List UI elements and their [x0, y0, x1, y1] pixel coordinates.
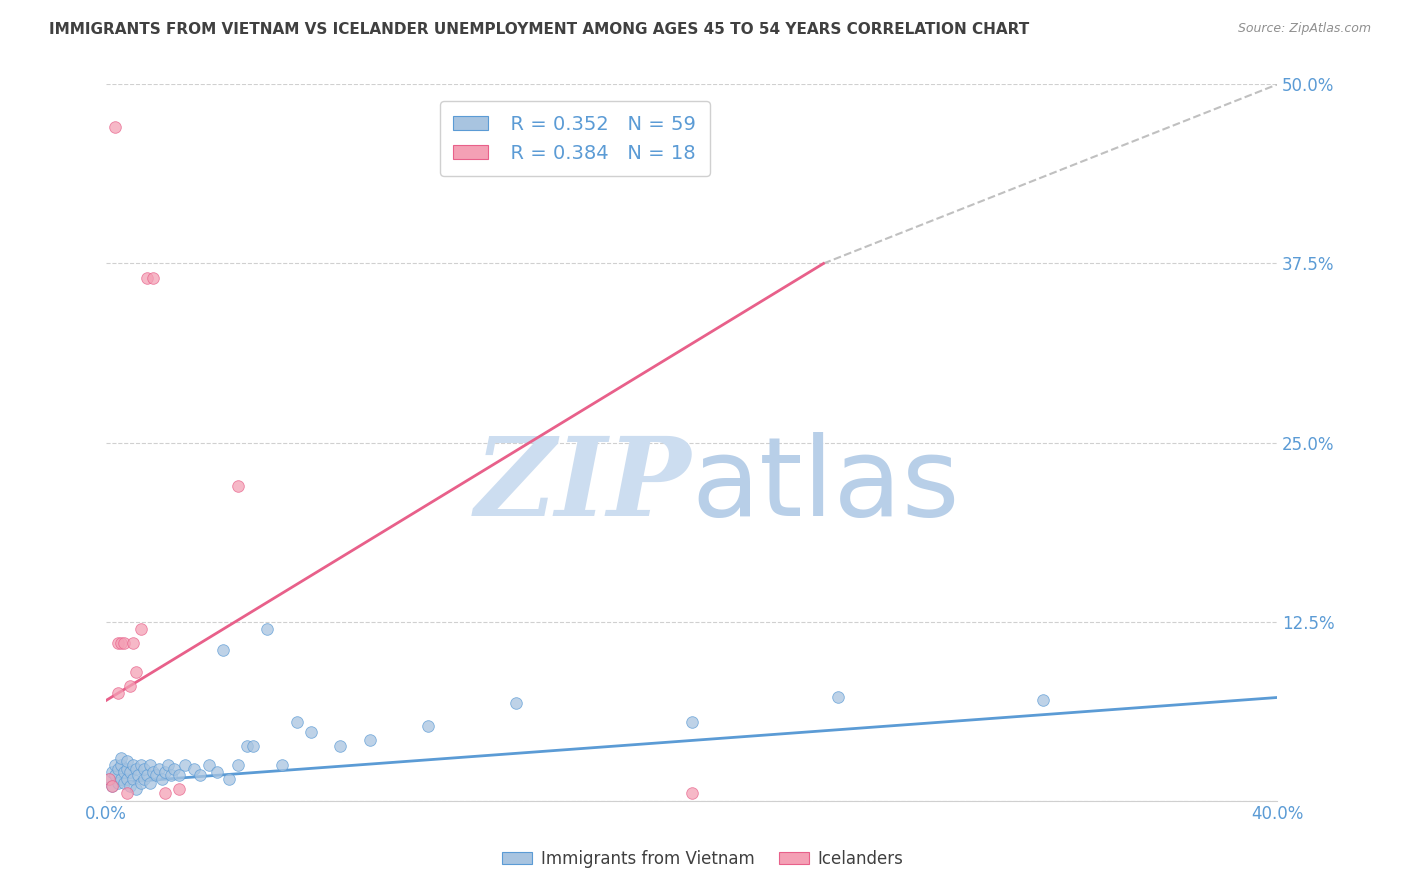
Point — [139, 776, 162, 790]
Point — [134, 772, 156, 786]
Point — [121, 636, 143, 650]
Point — [98, 772, 121, 786]
Point — [188, 768, 211, 782]
Point — [107, 776, 129, 790]
Point — [145, 768, 167, 782]
Point — [115, 754, 138, 768]
Point — [285, 714, 308, 729]
Text: IMMIGRANTS FROM VIETNAM VS ICELANDER UNEMPLOYMENT AMONG AGES 45 TO 54 YEARS CORR: IMMIGRANTS FROM VIETNAM VS ICELANDER UNE… — [49, 22, 1029, 37]
Point — [112, 776, 135, 790]
Point — [118, 764, 141, 779]
Point — [121, 757, 143, 772]
Point — [124, 665, 146, 679]
Point — [150, 772, 173, 786]
Point — [124, 782, 146, 797]
Point — [101, 764, 124, 779]
Point — [115, 762, 138, 776]
Point — [136, 768, 159, 782]
Point — [270, 757, 292, 772]
Legend:   R = 0.352   N = 59,   R = 0.384   N = 18: R = 0.352 N = 59, R = 0.384 N = 18 — [440, 102, 710, 177]
Point — [681, 787, 703, 801]
Text: Source: ZipAtlas.com: Source: ZipAtlas.com — [1237, 22, 1371, 36]
Point — [115, 787, 138, 801]
Point — [681, 714, 703, 729]
Point — [329, 739, 352, 754]
Point — [118, 779, 141, 793]
Point — [124, 762, 146, 776]
Point — [148, 762, 170, 776]
Point — [98, 772, 121, 786]
Point — [242, 739, 264, 754]
Point — [107, 636, 129, 650]
Point — [299, 724, 322, 739]
Point — [139, 757, 162, 772]
Point — [418, 719, 440, 733]
Point — [505, 696, 527, 710]
Point — [107, 686, 129, 700]
Point — [110, 757, 132, 772]
Point — [162, 762, 184, 776]
Point — [207, 764, 229, 779]
Point — [153, 764, 176, 779]
Point — [359, 733, 381, 747]
Point — [131, 622, 153, 636]
Point — [110, 750, 132, 764]
Point — [115, 772, 138, 786]
Point — [1032, 693, 1054, 707]
Point — [104, 120, 127, 135]
Point — [142, 270, 165, 285]
Point — [131, 757, 153, 772]
Point — [226, 757, 249, 772]
Point — [212, 643, 235, 657]
Point — [131, 776, 153, 790]
Point — [107, 762, 129, 776]
Point — [183, 762, 205, 776]
Point — [110, 636, 132, 650]
Point — [169, 768, 191, 782]
Point — [118, 679, 141, 693]
Point — [101, 779, 124, 793]
Point — [153, 787, 176, 801]
Point — [110, 772, 132, 786]
Point — [127, 768, 149, 782]
Point — [156, 757, 179, 772]
Point — [169, 782, 191, 797]
Text: atlas: atlas — [692, 432, 960, 539]
Point — [197, 757, 219, 772]
Point — [112, 636, 135, 650]
Point — [256, 622, 278, 636]
Point — [104, 768, 127, 782]
Point — [134, 762, 156, 776]
Point — [112, 764, 135, 779]
Point — [136, 270, 159, 285]
Text: ZIP: ZIP — [475, 432, 692, 540]
Point — [218, 772, 240, 786]
Point — [101, 779, 124, 793]
Point — [226, 478, 249, 492]
Point — [121, 772, 143, 786]
Legend: Immigrants from Vietnam, Icelanders: Immigrants from Vietnam, Icelanders — [496, 844, 910, 875]
Point — [159, 768, 181, 782]
Point — [104, 757, 127, 772]
Point — [827, 690, 849, 705]
Point — [174, 757, 197, 772]
Point — [142, 764, 165, 779]
Point — [236, 739, 259, 754]
